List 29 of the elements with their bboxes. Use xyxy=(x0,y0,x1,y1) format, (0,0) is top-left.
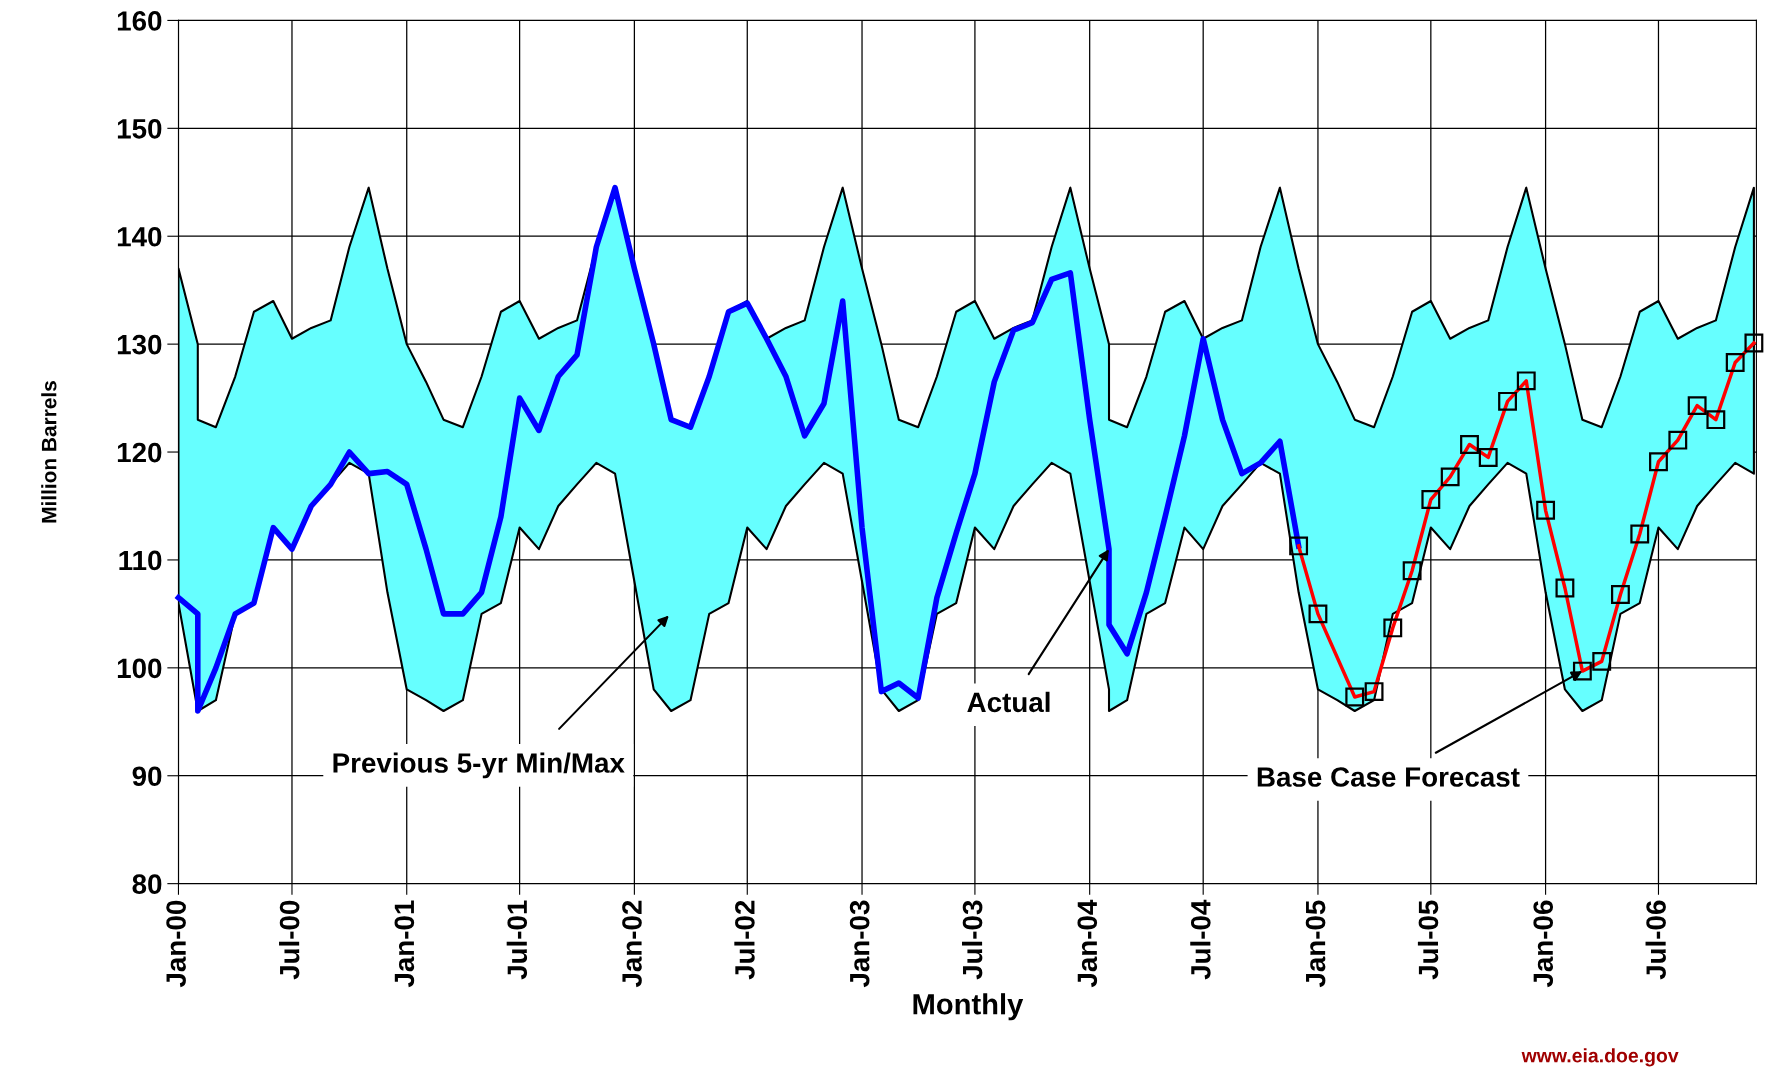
x-tick-label: Jul-01 xyxy=(506,900,528,980)
x-tick-label: Jul-02 xyxy=(734,900,755,980)
x-tick-label: Jan-04 xyxy=(1077,899,1098,988)
y-tick-label: 90 xyxy=(132,766,162,787)
y-tick-label: 120 xyxy=(117,442,162,463)
x-tick-label: Jul-04 xyxy=(1190,899,1211,980)
x-tick-label: Jan-03 xyxy=(849,900,870,988)
x-tick-label: Jan-00 xyxy=(166,900,186,988)
annotation: Actual xyxy=(967,691,1050,713)
x-tick-label: Jul-06 xyxy=(1645,900,1666,980)
x-tick-label: Jul-03 xyxy=(961,900,983,980)
annotation: Base Case Forecast xyxy=(1257,767,1520,787)
annotation: Previous 5-yr Min/Max xyxy=(333,752,625,779)
x-tick-label: Jul-00 xyxy=(279,900,300,980)
x-tick-label: Jan-02 xyxy=(622,900,642,988)
y-tick-label: 80 xyxy=(132,874,162,894)
x-tick-label: Jan-05 xyxy=(1305,900,1326,988)
y-tick-label: 110 xyxy=(119,550,162,571)
x-tick-label: Jul-05 xyxy=(1417,900,1439,980)
x-tick-label: Jan-01 xyxy=(394,900,415,988)
y-tick-label: 150 xyxy=(117,119,162,139)
y-axis-title: Million Barrels xyxy=(41,381,57,523)
x-axis-title: Monthly xyxy=(913,993,1024,1021)
y-tick-label: 100 xyxy=(117,658,162,679)
text: www.eia.doe.gov xyxy=(1521,1048,1679,1067)
y-tick-label: 140 xyxy=(117,226,162,247)
y-tick-label: 130 xyxy=(117,334,162,355)
y-tick-label: 160 xyxy=(117,11,162,31)
x-tick-label: Jan-06 xyxy=(1533,900,1554,988)
